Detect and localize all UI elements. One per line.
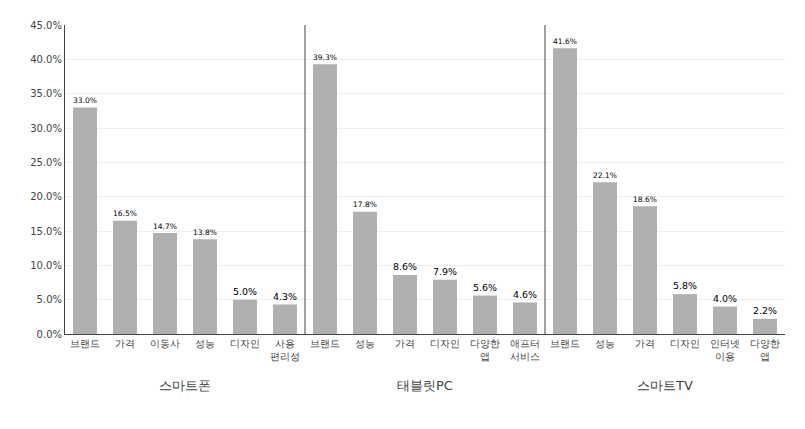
svg-text:디자인: 디자인 [230, 338, 260, 349]
svg-text:45.0%: 45.0% [30, 20, 62, 31]
svg-text:5.8%: 5.8% [673, 280, 697, 291]
svg-text:30.0%: 30.0% [30, 123, 62, 134]
svg-text:2.2%: 2.2% [753, 305, 777, 316]
svg-text:애프터서비스: 애프터서비스 [510, 338, 540, 362]
svg-text:다양한앱: 다양한앱 [750, 338, 780, 362]
svg-text:40.0%: 40.0% [30, 54, 62, 65]
svg-text:33.0%: 33.0% [73, 96, 97, 105]
svg-text:5.0%: 5.0% [233, 286, 257, 297]
svg-text:디자인: 디자인 [430, 338, 460, 349]
svg-text:25.0%: 25.0% [30, 157, 62, 168]
svg-text:18.6%: 18.6% [633, 195, 657, 204]
svg-text:7.9%: 7.9% [433, 266, 457, 277]
svg-text:4.6%: 4.6% [513, 289, 537, 300]
svg-text:인터넷이용: 인터넷이용 [710, 338, 740, 362]
svg-text:브랜드: 브랜드 [550, 338, 580, 349]
svg-text:태블릿PC: 태블릿PC [397, 378, 453, 393]
svg-text:41.6%: 41.6% [553, 37, 577, 46]
svg-text:14.7%: 14.7% [153, 222, 177, 231]
svg-text:15.0%: 15.0% [30, 226, 62, 237]
svg-text:가격: 가격 [115, 338, 135, 349]
svg-text:8.6%: 8.6% [393, 261, 417, 272]
svg-text:이동사: 이동사 [150, 338, 180, 349]
svg-text:사용편리성: 사용편리성 [270, 338, 300, 362]
svg-text:브랜드: 브랜드 [310, 338, 340, 349]
svg-text:17.8%: 17.8% [353, 200, 377, 209]
svg-text:20.0%: 20.0% [30, 191, 62, 202]
svg-text:16.5%: 16.5% [113, 209, 137, 218]
svg-text:성능: 성능 [595, 338, 615, 349]
svg-text:스마트TV: 스마트TV [637, 378, 693, 393]
svg-text:39.3%: 39.3% [313, 53, 337, 62]
svg-text:성능: 성능 [355, 338, 375, 349]
svg-text:13.8%: 13.8% [193, 228, 217, 237]
svg-text:4.3%: 4.3% [273, 291, 297, 302]
svg-text:5.6%: 5.6% [473, 282, 497, 293]
svg-text:스마트폰: 스마트폰 [159, 378, 211, 393]
svg-text:35.0%: 35.0% [30, 88, 62, 99]
svg-text:4.0%: 4.0% [713, 293, 737, 304]
svg-text:10.0%: 10.0% [30, 260, 62, 271]
svg-text:22.1%: 22.1% [593, 171, 617, 180]
svg-text:가격: 가격 [395, 338, 415, 349]
svg-text:성능: 성능 [195, 338, 215, 349]
svg-text:0.0%: 0.0% [37, 329, 62, 340]
svg-text:다양한앱: 다양한앱 [470, 338, 500, 362]
svg-text:5.0%: 5.0% [37, 294, 62, 305]
svg-text:브랜드: 브랜드 [70, 338, 100, 349]
svg-text:디자인: 디자인 [670, 338, 700, 349]
svg-text:가격: 가격 [635, 338, 655, 349]
